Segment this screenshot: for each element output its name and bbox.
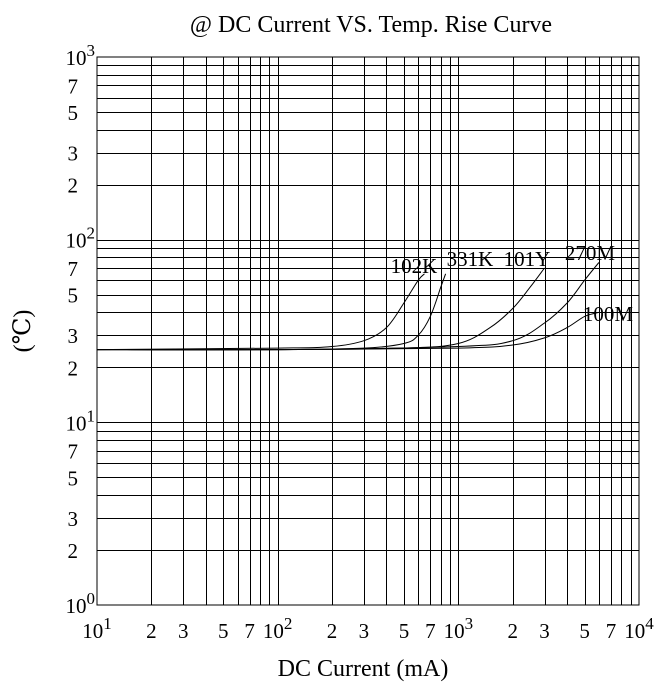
x-tick-label: 7 [425, 619, 436, 643]
x-tick-label: 103 [444, 614, 474, 643]
chart-title: @ DC Current VS. Temp. Rise Curve [190, 12, 552, 38]
series-curves [96, 262, 600, 351]
x-tick-label: 2 [327, 619, 338, 643]
x-tick-label: 101 [82, 614, 112, 643]
y-tick-label: 5 [68, 101, 79, 125]
y-tick-label: 2 [68, 539, 79, 563]
series-line-331K [96, 273, 447, 351]
y-tick-label: 7 [68, 257, 79, 281]
series-line-270M [96, 262, 600, 351]
y-tick-label: 3 [68, 324, 79, 348]
series-line-100M [96, 311, 600, 351]
y-tick-label: 7 [68, 440, 79, 464]
plot-frame [96, 56, 640, 606]
y-tick-label: 5 [68, 284, 79, 308]
x-tick-label: 3 [539, 619, 550, 643]
y-tick-label: 103 [66, 41, 96, 70]
x-tick-label: 5 [399, 619, 410, 643]
x-tick-label: 5 [218, 619, 229, 643]
y-tick-label: 3 [68, 507, 79, 531]
y-tick-label: 101 [66, 406, 96, 435]
series-line-102K [96, 273, 425, 351]
x-tick-label: 3 [178, 619, 189, 643]
y-tick-label: 7 [68, 74, 79, 98]
x-tick-label: 7 [244, 619, 255, 643]
x-tick-label: 3 [359, 619, 370, 643]
series-label-102K: 102K [391, 254, 438, 278]
x-tick-label: 5 [579, 619, 590, 643]
y-tick-label: 100 [66, 589, 96, 618]
chart-grid [97, 57, 639, 605]
y-tick-label: 2 [68, 174, 79, 198]
series-label-100M: 100M [583, 302, 634, 326]
x-tick-label: 2 [507, 619, 518, 643]
series-label-101Y: 101Y [504, 247, 551, 271]
y-tick-label: 102 [66, 224, 96, 253]
x-tick-labels: 101 2 3 5 7 102 2 3 5 7 103 2 3 5 7 104 [82, 614, 654, 643]
y-tick-label: 5 [68, 466, 79, 490]
x-tick-label: 2 [146, 619, 157, 643]
series-label-270M: 270M [565, 241, 616, 265]
x-tick-label: 7 [606, 619, 617, 643]
y-tick-label: 2 [68, 356, 79, 380]
x-tick-label: 102 [263, 614, 293, 643]
y-axis-title: (℃) [10, 310, 36, 353]
x-axis-title: DC Current (mA) [278, 656, 449, 682]
series-labels: 102K 331K 101Y 270M 100M [391, 241, 634, 326]
series-label-331K: 331K [447, 247, 494, 271]
y-tick-label: 3 [68, 142, 79, 166]
x-tick-label: 104 [624, 614, 654, 643]
